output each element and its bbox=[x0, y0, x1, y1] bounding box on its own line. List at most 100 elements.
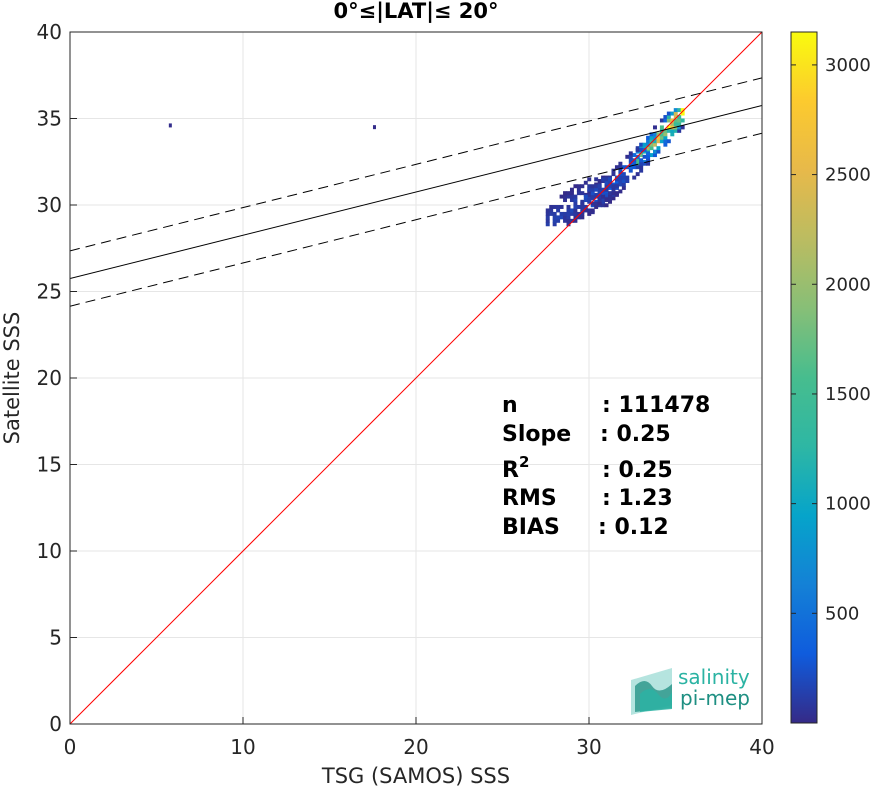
heatmap-cell bbox=[611, 172, 616, 177]
heatmap-cell bbox=[587, 184, 592, 189]
heatmap-cell bbox=[670, 121, 675, 126]
heatmap-cell bbox=[569, 208, 574, 213]
heatmap-cell bbox=[614, 165, 619, 170]
heatmap-cell bbox=[656, 132, 661, 137]
colorbar-ticks: 500 1000 1500 2000 2500 3000 bbox=[791, 55, 871, 624]
heatmap-cell bbox=[556, 208, 561, 213]
colorbar-tick-label: 3000 bbox=[825, 55, 871, 76]
heatmap-cell bbox=[656, 146, 661, 151]
heatmap-cell bbox=[663, 128, 668, 133]
heatmap-cell bbox=[569, 194, 574, 199]
heatmap-cell bbox=[576, 191, 581, 196]
heatmap-cell bbox=[666, 111, 671, 116]
heatmap-cell bbox=[566, 191, 571, 196]
heatmap-cell bbox=[597, 194, 602, 199]
heatmap-cell bbox=[573, 205, 578, 209]
heatmap-cell bbox=[372, 125, 376, 130]
heatmap-cell bbox=[639, 158, 644, 163]
heatmap-cell bbox=[635, 172, 640, 177]
heatmap-cell bbox=[618, 182, 623, 187]
heatmap-cell bbox=[621, 179, 626, 184]
heatmap-cell bbox=[597, 191, 602, 196]
heatmap-cell bbox=[649, 132, 654, 137]
heatmap-cell bbox=[608, 184, 612, 189]
heatmap-cell bbox=[666, 115, 671, 119]
heatmap-cell bbox=[576, 211, 581, 216]
heatmap-cell bbox=[646, 139, 651, 144]
heatmap-cell bbox=[673, 121, 678, 126]
y-tick-label: 5 bbox=[49, 626, 62, 650]
heatmap-cell bbox=[670, 128, 675, 133]
heatmap-cell bbox=[628, 165, 633, 170]
heatmap-cell bbox=[639, 168, 644, 173]
heatmap-cell bbox=[639, 142, 644, 147]
heatmap-cell bbox=[556, 215, 561, 220]
heatmap-cell bbox=[604, 198, 609, 203]
heatmap-cell bbox=[559, 194, 564, 199]
heatmap-cell bbox=[573, 211, 578, 216]
heatmap-cell bbox=[556, 218, 561, 223]
heatmap-cell bbox=[549, 208, 554, 213]
heatmap-cell bbox=[621, 182, 626, 187]
heatmap-cell bbox=[552, 215, 557, 220]
x-axis-label: TSG (SAMOS) SSS bbox=[321, 764, 510, 788]
heatmap-cell bbox=[601, 203, 606, 208]
heatmap-cell bbox=[646, 154, 651, 159]
heatmap-cell bbox=[628, 158, 633, 163]
heatmap-cell bbox=[583, 205, 588, 209]
stat-value: : 1.23 bbox=[602, 486, 673, 511]
heatmap-cell bbox=[677, 121, 682, 126]
heatmap-cell bbox=[673, 111, 678, 116]
heatmap-cell bbox=[611, 196, 616, 201]
stats-block: n: 111478 Slope: 0.25 R2: 0.25 RMS: 1.23 BIA… bbox=[502, 393, 710, 540]
heatmap-cell bbox=[663, 135, 668, 140]
heatmap-cell bbox=[642, 154, 647, 159]
heatmap-cell bbox=[670, 125, 675, 130]
heatmap-cell bbox=[559, 211, 564, 216]
stat-label: RMS bbox=[502, 486, 557, 511]
heatmap-cell bbox=[673, 115, 678, 119]
heatmap-cell bbox=[556, 205, 561, 209]
stat-label-text: RMS bbox=[502, 486, 557, 511]
heatmap-cell bbox=[663, 132, 668, 137]
heatmap-cell bbox=[659, 132, 664, 137]
stat-label: R2 bbox=[502, 453, 529, 483]
heatmap-cell bbox=[559, 215, 564, 220]
heatmap-cell bbox=[583, 180, 588, 185]
heatmap-cell bbox=[563, 211, 568, 216]
heatmap-cell bbox=[573, 215, 578, 220]
heatmap-cell bbox=[666, 139, 671, 144]
heatmap-cell bbox=[168, 123, 172, 128]
colorbar-tick-label: 2000 bbox=[825, 274, 871, 295]
heatmap-cell bbox=[597, 179, 602, 184]
heatmap-cell bbox=[576, 187, 581, 192]
heatmap-cell bbox=[649, 139, 654, 144]
heatmap-cell bbox=[656, 139, 661, 144]
heatmap-cell bbox=[646, 151, 651, 156]
heatmap-cell bbox=[545, 215, 550, 220]
heatmap-cell bbox=[628, 168, 633, 173]
heatmap-cell bbox=[573, 194, 578, 199]
heatmap-cell bbox=[573, 208, 578, 213]
stat-value: : 111478 bbox=[602, 393, 710, 418]
heatmap-cell bbox=[614, 191, 619, 196]
logo-text-line1: salinity bbox=[678, 665, 750, 689]
heatmap-cell bbox=[639, 165, 644, 170]
heatmap-cell bbox=[653, 132, 657, 137]
heatmap-cell bbox=[649, 153, 654, 158]
y-tick-label: 35 bbox=[37, 107, 62, 131]
heatmap-cell bbox=[646, 142, 651, 147]
heatmap-cell bbox=[663, 115, 668, 119]
heatmap-cell bbox=[545, 222, 550, 227]
heatmap-cell bbox=[646, 161, 651, 166]
heatmap-cell bbox=[677, 118, 682, 123]
heatmap-cell bbox=[587, 198, 592, 203]
heatmap-cell bbox=[608, 177, 612, 182]
heatmap-cell bbox=[646, 158, 651, 163]
colorbar-tick-label: 1000 bbox=[825, 494, 871, 515]
stat-label-text: R bbox=[502, 458, 519, 483]
heatmap-cell bbox=[670, 111, 675, 116]
heatmap-cell bbox=[670, 132, 675, 137]
heatmap-cell bbox=[604, 177, 609, 182]
wave-logo-icon bbox=[631, 668, 672, 715]
